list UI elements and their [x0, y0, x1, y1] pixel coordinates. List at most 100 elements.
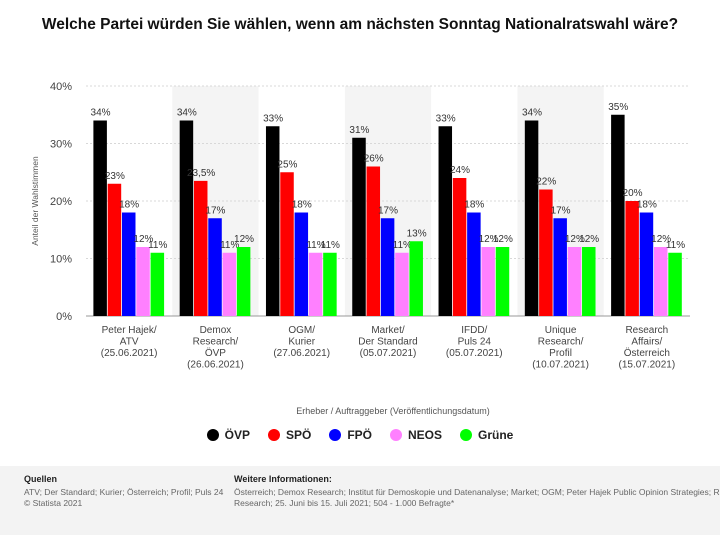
y-tick-label: 30%	[50, 139, 72, 151]
bar	[366, 166, 381, 316]
data-label: 11%	[148, 240, 167, 251]
x-tick-label: Peter Hajek/	[102, 325, 157, 336]
bar	[495, 247, 510, 316]
legend-label: FPÖ	[347, 428, 372, 442]
data-label: 18%	[292, 200, 312, 211]
data-label: 33%	[263, 113, 283, 124]
bar	[611, 114, 625, 316]
sources-block: Quellen ATV; Der Standard; Kurier; Öster…	[24, 474, 224, 509]
bar	[380, 218, 395, 316]
bar	[179, 120, 194, 316]
legend-dot-icon	[460, 429, 473, 441]
bar	[639, 212, 654, 316]
data-label: 11%	[220, 240, 239, 251]
copyright: © Statista 2021	[24, 498, 83, 508]
bar	[265, 126, 280, 316]
sources-text: ATV; Der Standard; Kurier; Österreich; P…	[24, 487, 224, 497]
info-heading: Weitere Informationen:	[234, 474, 332, 484]
x-tick-label: OGM/	[288, 325, 315, 336]
legend-label: SPÖ	[285, 428, 312, 442]
bar	[236, 247, 251, 316]
bar	[438, 126, 453, 316]
data-label: 17%	[205, 205, 225, 216]
bar	[323, 252, 337, 316]
bar	[567, 247, 582, 316]
bar	[467, 212, 481, 316]
x-tick-label: (10.07.2021)	[532, 360, 589, 371]
bar	[625, 201, 639, 316]
data-label: 31%	[349, 125, 369, 136]
bar	[193, 180, 208, 316]
bar	[121, 212, 136, 316]
data-label: 12%	[493, 234, 513, 245]
legend-dot-icon	[390, 429, 402, 441]
data-label: 18%	[464, 200, 484, 211]
bar	[539, 189, 553, 316]
legend-item-2[interactable]: FPÖ	[329, 428, 372, 442]
x-tick-label: ÖVP	[205, 347, 226, 359]
x-tick-label: Kurier	[288, 337, 315, 348]
x-tick-label: Research	[625, 325, 668, 336]
legend-item-1[interactable]: SPÖ	[267, 428, 312, 442]
x-tick-label: Market/	[371, 325, 405, 336]
y-tick-label: 0%	[56, 311, 72, 323]
legend-item-4[interactable]: Grüne	[460, 428, 513, 442]
info-block: Weitere Informationen: Österreich; Demox…	[234, 474, 720, 509]
bar-chart: 0% 10% 20% 30% 40% Anteil der Wahlstimmen 34% 2…	[30, 81, 690, 416]
x-tick-label: (25.06.2021)	[101, 348, 158, 359]
bar	[452, 178, 467, 316]
bar	[222, 252, 237, 316]
data-label: 11%	[393, 240, 412, 251]
x-tick-label: Unique	[545, 325, 577, 336]
data-label: 17%	[378, 205, 398, 216]
legend-dot-icon	[267, 429, 280, 441]
bar	[93, 120, 107, 316]
data-label: 12%	[234, 234, 254, 245]
legend-label: ÖVP	[224, 428, 250, 442]
bar	[481, 247, 495, 316]
bar	[395, 252, 409, 316]
bar	[150, 252, 165, 316]
data-label: 12%	[579, 234, 599, 245]
data-label: 18%	[119, 200, 139, 211]
bar	[524, 120, 539, 316]
legend-item-3[interactable]: NEOS	[390, 428, 442, 442]
sources-heading: Quellen	[24, 474, 58, 484]
data-label: 34%	[177, 108, 197, 119]
bar	[352, 137, 366, 316]
info-line-1: Österreich; Demox Research; Institut für…	[234, 487, 720, 497]
x-tick-label: Research/	[193, 337, 239, 348]
data-label: 26%	[364, 154, 384, 165]
bar	[409, 241, 423, 316]
legend-dot-icon	[206, 429, 219, 441]
data-label: 24%	[450, 165, 470, 176]
data-label: 25%	[277, 159, 297, 170]
bar	[654, 247, 668, 316]
legend-item-0[interactable]: ÖVP	[206, 428, 250, 442]
x-tick-label: Puls 24	[458, 337, 492, 348]
data-label: 11%	[306, 240, 325, 251]
info-line-2: Research; 25. Juni bis 15. Juli 2021; 50…	[234, 498, 455, 508]
data-label: 13%	[407, 228, 427, 239]
x-tick-label: Österreich	[624, 347, 670, 359]
legend-dot-icon	[329, 429, 342, 441]
x-tick-label: (15.07.2021)	[618, 360, 675, 371]
y-tick-label: 40%	[50, 81, 72, 93]
x-tick-label: Der Standard	[358, 337, 417, 348]
data-label: 11%	[321, 240, 340, 251]
x-tick-label: Demox	[200, 325, 232, 336]
bar	[208, 218, 222, 316]
data-label: 34%	[522, 108, 542, 119]
data-label: 12%	[133, 234, 153, 245]
data-label: 12%	[479, 234, 499, 245]
x-tick-label: ATV	[120, 337, 139, 348]
data-label: 35%	[608, 102, 628, 113]
data-label: 20%	[623, 188, 643, 199]
chart-title: Welche Partei würden Sie wählen, wenn am…	[41, 16, 679, 33]
data-label: 18%	[637, 200, 657, 211]
bar	[107, 183, 122, 316]
bar	[136, 247, 150, 316]
bar	[553, 218, 567, 316]
x-axis-label: Erheber / Auftraggeber (Veröffentlichung…	[296, 406, 489, 416]
legend-label: NEOS	[408, 428, 443, 442]
